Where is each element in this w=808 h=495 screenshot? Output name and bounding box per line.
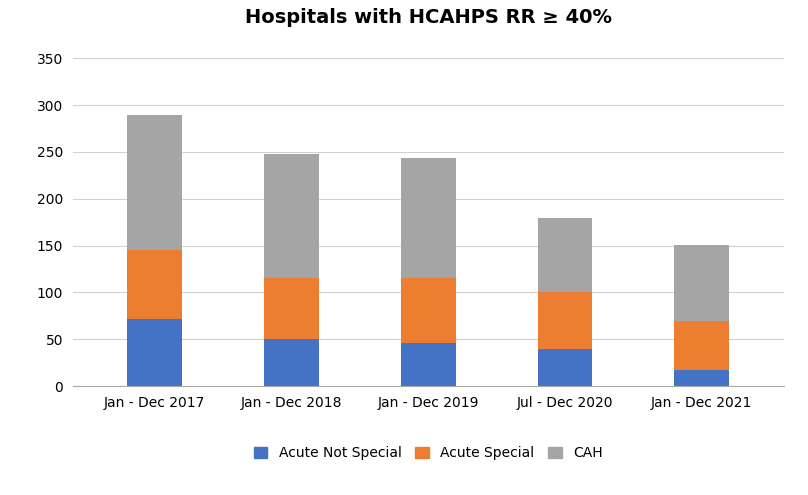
Bar xyxy=(675,321,729,370)
Bar xyxy=(264,278,319,339)
Bar xyxy=(264,339,319,386)
Bar xyxy=(537,348,592,386)
Bar xyxy=(128,115,182,250)
Bar xyxy=(537,217,592,293)
Legend: Acute Not Special, Acute Special, CAH: Acute Not Special, Acute Special, CAH xyxy=(248,441,608,466)
Bar xyxy=(675,370,729,386)
Title: Hospitals with HCAHPS RR ≥ 40%: Hospitals with HCAHPS RR ≥ 40% xyxy=(245,8,612,27)
Bar xyxy=(264,154,319,278)
Bar xyxy=(128,319,182,386)
Bar xyxy=(675,245,729,321)
Bar xyxy=(128,250,182,319)
Bar xyxy=(401,278,456,343)
Bar xyxy=(401,157,456,278)
Bar xyxy=(537,293,592,348)
Bar xyxy=(401,343,456,386)
